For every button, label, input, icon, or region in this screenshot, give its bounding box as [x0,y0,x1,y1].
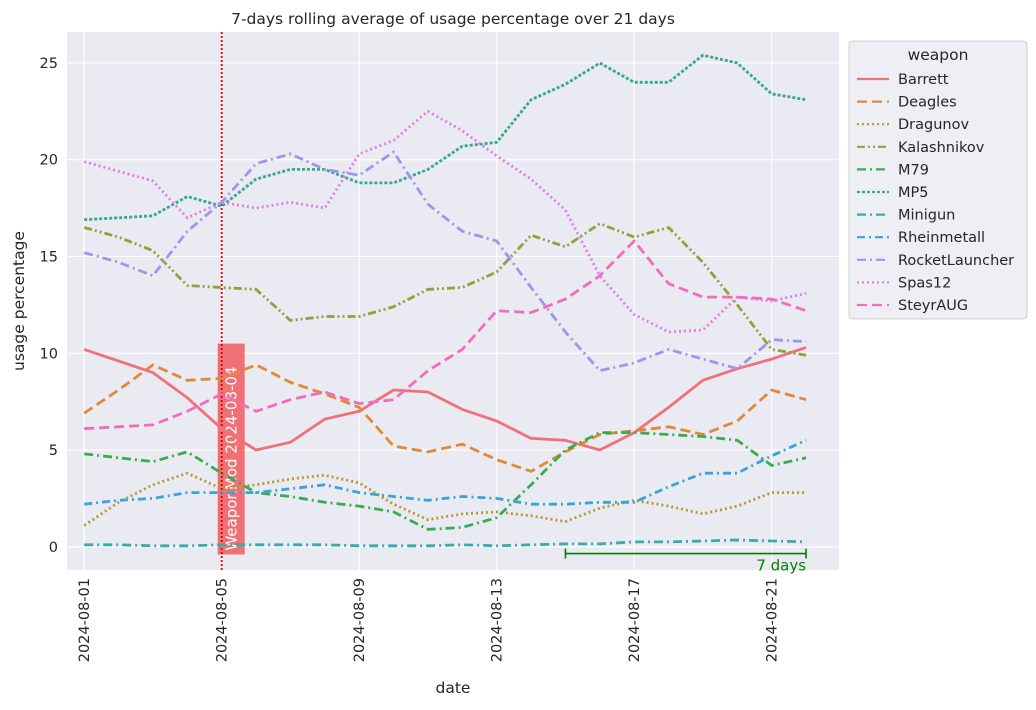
series-line-kalashnikov [83,222,807,357]
series-lines [83,53,807,548]
y-tick-label: 25 [40,56,58,72]
y-tick-label: 20 [40,153,58,169]
legend-label-deagles: Deagles [898,95,957,111]
window-span-label: 7 days [756,557,806,575]
series-line-mp5 [84,53,807,222]
legend-label-dragunov: Dragunov [898,117,969,133]
chart-title: 7-days rolling average of usage percenta… [231,10,675,28]
x-axis-label: date [436,679,471,697]
x-tick-label: 2024-08-05 [215,578,231,662]
annotations: WeaponMod 2024-08-04 7 days [217,32,807,575]
x-tick-label: 2024-08-21 [765,578,781,662]
series-line-rocketlauncher [83,150,807,373]
y-tick-label: 15 [40,249,58,265]
legend-label-mp5: MP5 [898,185,928,201]
y-tick-label: 10 [40,346,58,362]
x-tick-label: 2024-08-13 [490,578,506,662]
event-label: WeaponMod 2024-08-04 [223,366,241,550]
x-tick-label: 2024-08-01 [77,578,93,662]
legend-title: weapon [908,46,969,64]
legend-label-steyraug: SteyrAUG [898,298,968,314]
series-line-m79 [84,431,807,531]
series-line-steyraug [84,239,807,431]
y-tick-label: 5 [49,443,58,459]
legend-label-m79: M79 [898,162,929,178]
y-axis-label: usage percentage [10,231,28,371]
series-line-deagles [83,363,807,473]
series-line-barrett [83,346,807,452]
legend-label-rheinmetall: Rheinmetall [898,230,985,246]
series-line-rheinmetall [84,439,807,506]
series-line-spas12 [83,109,807,334]
x-tick-label: 2024-08-17 [627,578,643,662]
y-tick-label: 0 [49,540,58,556]
legend-label-kalashnikov: Kalashnikov [898,140,985,156]
plot-area [67,32,839,570]
legend-label-minigun: Minigun [898,208,955,224]
legend-frame [848,40,1028,320]
legend-items: Barrett Deagles Dragunov Kalashnikov M79 MP5 M… [857,72,1014,314]
series-line-dragunov [83,471,807,527]
legend: weapon Barrett Deagles Dragunov Kalashnikov… [848,40,1028,320]
axes: 0 5 10 15 20 25 2024-08-01 2024-08-05 2024-08-09… [40,56,781,662]
legend-label-barrett: Barrett [898,72,949,88]
series-line-minigun [84,538,807,548]
legend-label-spas12: Spas12 [898,275,951,291]
x-tick-label: 2024-08-09 [352,578,368,662]
legend-label-rocketlauncher: RocketLauncher [898,253,1014,269]
